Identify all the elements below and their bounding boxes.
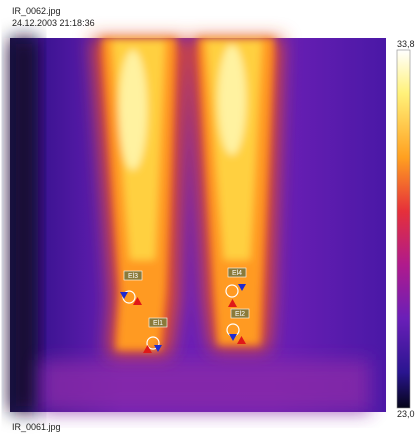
- color-scale: [397, 50, 410, 408]
- thermal-image: [10, 38, 386, 412]
- ir-viewer: IR_0062.jpg 24.12.2003 21:18:36 El3: [0, 0, 419, 439]
- footer-file-name: IR_0061.jpg: [12, 422, 61, 432]
- scale-max: 33,8: [397, 39, 415, 49]
- file-name: IR_0062.jpg: [12, 6, 61, 16]
- marker-label: El1: [153, 320, 163, 327]
- marker-label: El2: [235, 311, 245, 318]
- timestamp: 24.12.2003 21:18:36: [12, 18, 95, 28]
- marker-label: El4: [232, 270, 242, 277]
- scale-min: 23,0: [397, 409, 415, 419]
- marker-label: El3: [128, 273, 138, 280]
